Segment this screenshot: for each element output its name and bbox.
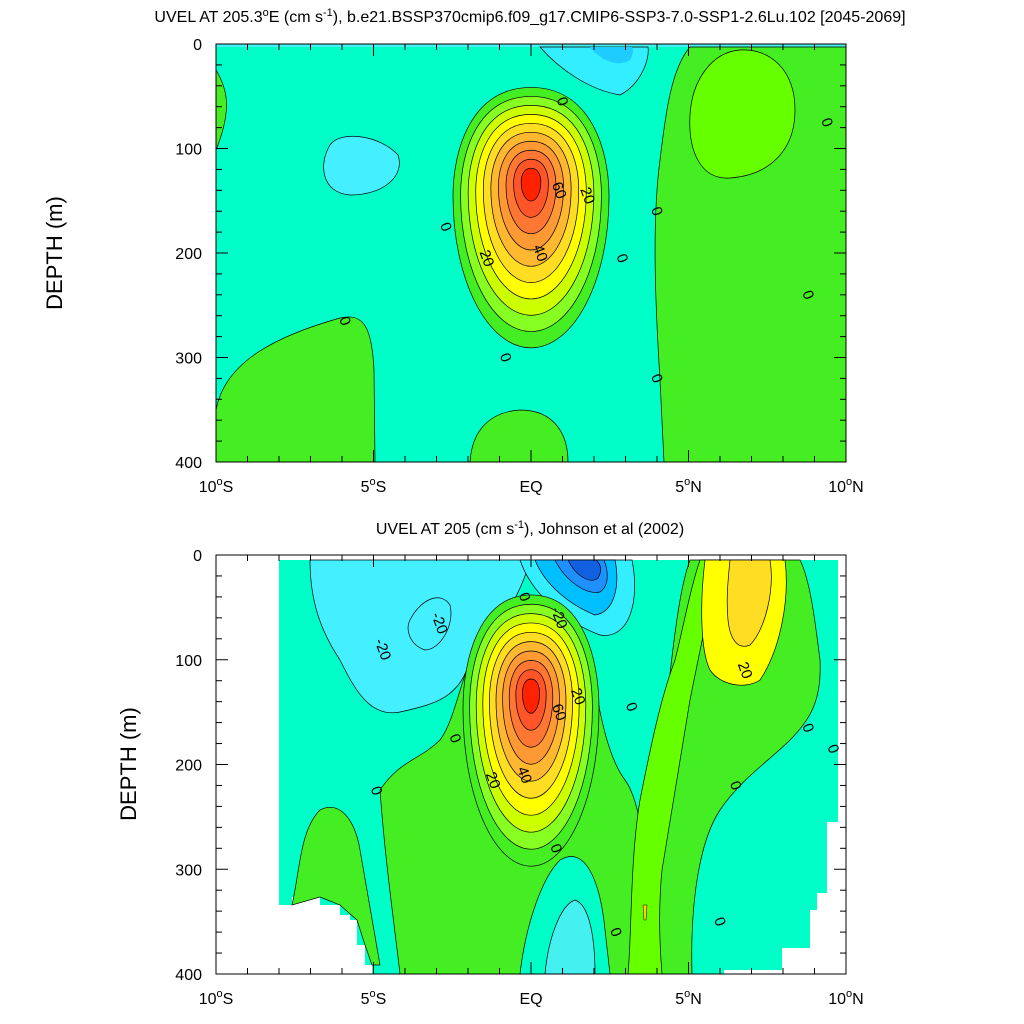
y-tick-label: 200	[175, 758, 202, 775]
panel-2-ticks: 0 100 200 300 400 10oS 5oS EQ 5oN 10oN	[175, 548, 863, 1008]
y-tick-label: 0	[193, 548, 202, 565]
panel-1-w-green	[216, 69, 227, 151]
y-tick-label: 300	[175, 862, 202, 879]
x-tick-label: 10oN	[828, 476, 863, 496]
panel-1-sw-green	[216, 316, 376, 462]
panel-2-title: UVEL AT 205 (cm s-1), Johnson et al (200…	[376, 519, 684, 538]
panel-1-ylabel: DEPTH (m)	[42, 196, 67, 310]
euc-contour-90	[522, 678, 540, 714]
panel-2-west-green	[291, 807, 381, 966]
contour-label: 20	[476, 248, 498, 269]
y-tick-label: 400	[175, 455, 202, 472]
contour-label: -20	[371, 636, 394, 662]
contour-label: 40	[513, 764, 535, 785]
panel-1: UVEL AT 205.3oE (cm s-1), b.e21.BSSP370c…	[42, 7, 906, 496]
x-tick-label: 5oN	[675, 476, 702, 496]
x-tick-label: EQ	[519, 479, 542, 496]
x-tick-label: 10oS	[199, 476, 234, 496]
x-tick-label: EQ	[519, 991, 542, 1008]
contour-label: -20	[547, 605, 570, 631]
panel-2-euc	[462, 594, 600, 867]
panel-2: UVEL AT 205 (cm s-1), Johnson et al (200…	[116, 519, 864, 1008]
contour-label: 60	[548, 702, 570, 723]
panel-2-west-negative-2	[407, 597, 452, 651]
x-tick-label: 10oN	[828, 988, 863, 1008]
euc-contour-90	[520, 167, 542, 202]
panel-1-field	[216, 44, 846, 462]
contour-label: 40	[529, 242, 551, 263]
x-tick-label: 10oS	[199, 988, 234, 1008]
y-tick-label: 400	[175, 967, 202, 984]
x-tick-label: 5oS	[361, 988, 387, 1008]
panel-2-north-positive-core	[726, 559, 772, 647]
panel-2-surface-negative-core	[567, 559, 601, 581]
contour-label: 20	[734, 660, 756, 681]
contour-label: 20	[567, 686, 589, 707]
panel-1-northern-core	[689, 49, 796, 179]
panel-1-ticks: 0 100 200 300 400 10oS 5oS EQ 5oN 10oN	[175, 37, 863, 496]
panel-1-title: UVEL AT 205.3oE (cm s-1), b.e21.BSSP370c…	[154, 7, 905, 26]
panel-1-west-negative	[323, 135, 400, 196]
x-tick-label: 5oS	[361, 476, 387, 496]
panel-1-euc	[452, 87, 610, 349]
y-tick-label: 100	[175, 653, 202, 670]
contour-label: -20	[427, 610, 450, 636]
contour-label: 20	[482, 770, 504, 791]
panel-1-deep-green	[469, 409, 569, 462]
panel-2-sliver	[642, 904, 648, 921]
panel-2-ylabel: DEPTH (m)	[116, 707, 141, 821]
y-tick-label: 200	[175, 246, 202, 263]
contour-label: 60	[548, 180, 570, 201]
panel-2-deep-negative-core	[544, 899, 596, 974]
x-tick-label: 5oN	[675, 988, 702, 1008]
y-tick-label: 300	[175, 351, 202, 368]
y-tick-label: 0	[193, 37, 202, 54]
panel-2-field	[279, 559, 838, 974]
y-tick-label: 100	[175, 142, 202, 159]
panel-1-surface-negative-core	[590, 47, 633, 64]
contour-label: 20	[576, 185, 598, 206]
